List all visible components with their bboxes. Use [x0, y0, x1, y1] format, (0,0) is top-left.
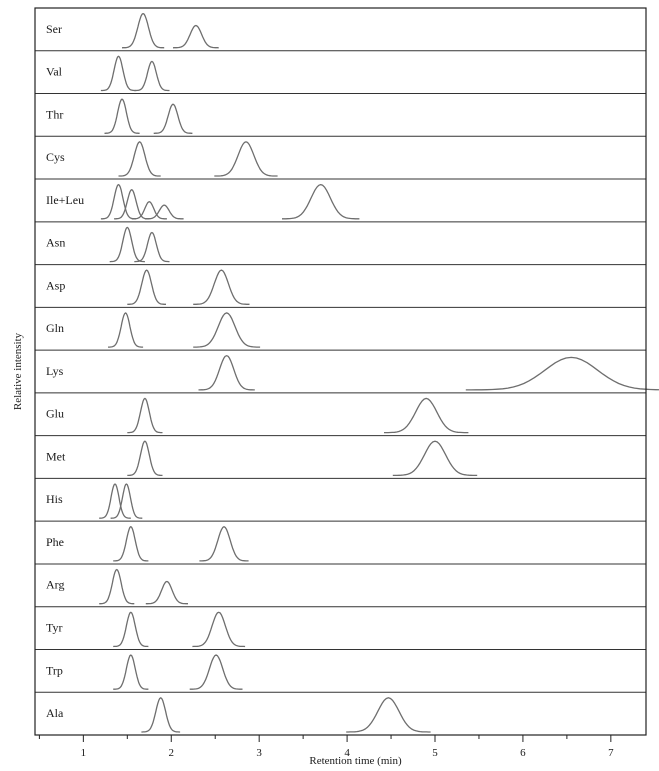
lane-label: Ile+Leu — [46, 193, 84, 207]
lane-label: Ser — [46, 22, 62, 36]
x-tick-label: 6 — [520, 747, 526, 759]
lane-ser: Ser — [46, 12, 219, 49]
lane-tyr: Tyr — [35, 606, 646, 648]
peak-trace — [131, 201, 167, 220]
peak-trace — [384, 397, 469, 434]
lane-label: Asn — [46, 236, 65, 250]
x-tick-label: 5 — [432, 747, 438, 759]
lane-label: Thr — [46, 107, 63, 121]
lane-glu: Glu — [35, 392, 646, 434]
peak-trace — [199, 526, 249, 562]
lane-ile-leu: Ile+Leu — [35, 178, 646, 220]
peak-trace — [99, 483, 131, 519]
peak-trace — [113, 526, 149, 562]
plot-frame — [34, 7, 647, 736]
lane-label: Arg — [46, 578, 64, 592]
lane-label: Cys — [46, 150, 65, 164]
peak-trace — [214, 141, 278, 177]
peak-trace — [108, 312, 144, 348]
peak-trace — [100, 55, 137, 92]
peak-trace — [127, 440, 163, 477]
peak-trace — [114, 189, 150, 220]
peak-trace — [113, 654, 149, 690]
lane-his: His — [35, 477, 646, 519]
lane-asp: Asp — [35, 264, 646, 305]
lane-asn: Asn — [35, 221, 646, 263]
lane-label: Val — [46, 65, 63, 79]
peak-trace — [127, 397, 163, 434]
peak-trace — [282, 183, 360, 220]
peak-trace — [99, 568, 135, 605]
peak-trace — [145, 580, 188, 605]
lane-ala: Ala — [35, 691, 646, 733]
peak-trace — [113, 611, 149, 648]
peak-trace — [118, 141, 161, 177]
lane-phe: Phe — [35, 520, 646, 562]
peak-trace — [141, 697, 181, 733]
lane-label: Glu — [46, 407, 64, 421]
peak-trace — [172, 24, 219, 49]
lane-label: Ala — [46, 706, 64, 720]
lane-arg: Arg — [35, 563, 646, 605]
peak-trace — [189, 654, 243, 690]
lane-label: Gln — [46, 321, 64, 335]
lane-lys: Lys — [35, 349, 659, 391]
lane-cys: Cys — [35, 135, 646, 177]
lane-gln: Gln — [35, 306, 646, 348]
peak-trace — [144, 204, 184, 220]
peak-trace — [110, 483, 143, 519]
peak-trace — [198, 355, 255, 391]
peak-trace — [346, 697, 431, 733]
peak-trace — [193, 269, 250, 305]
peak-trace — [134, 60, 170, 92]
lane-trp: Trp — [35, 648, 646, 690]
peak-trace — [153, 103, 193, 134]
x-tick-label: 1 — [81, 747, 87, 759]
x-tick-label: 2 — [169, 747, 175, 759]
x-tick-label: 3 — [256, 747, 262, 759]
lane-label: Met — [46, 449, 66, 463]
peak-trace — [100, 183, 137, 220]
peak-trace — [193, 312, 261, 348]
x-tick-label: 4 — [344, 747, 350, 759]
lane-label: Tyr — [46, 621, 63, 635]
x-axis: 1 2 3 4 5 6 7 — [38, 735, 614, 759]
x-tick-label: 7 — [608, 747, 614, 759]
chromatogram-lanes: Ser Val Thr Cys Ile+Leu Asn Asp Gln Lys Glu Met His… — [35, 12, 659, 733]
lane-label: Lys — [46, 364, 64, 378]
peak-trace — [104, 98, 140, 134]
peak-trace — [192, 611, 246, 648]
peak-trace — [127, 269, 166, 305]
lane-thr: Thr — [35, 93, 646, 134]
y-axis-title: Relative intensity — [12, 332, 24, 410]
lane-met: Met — [35, 435, 646, 477]
lane-label: His — [46, 492, 63, 506]
x-axis-title: Retention time (min) — [309, 755, 402, 767]
lane-val: Val — [35, 50, 646, 92]
lane-label: Trp — [46, 663, 63, 677]
peak-trace — [109, 226, 145, 263]
peak-trace — [134, 231, 170, 263]
peak-trace — [392, 440, 478, 477]
lane-label: Asp — [46, 278, 65, 292]
lane-label: Phe — [46, 535, 64, 549]
peak-trace — [465, 356, 659, 391]
peak-trace — [121, 12, 165, 49]
